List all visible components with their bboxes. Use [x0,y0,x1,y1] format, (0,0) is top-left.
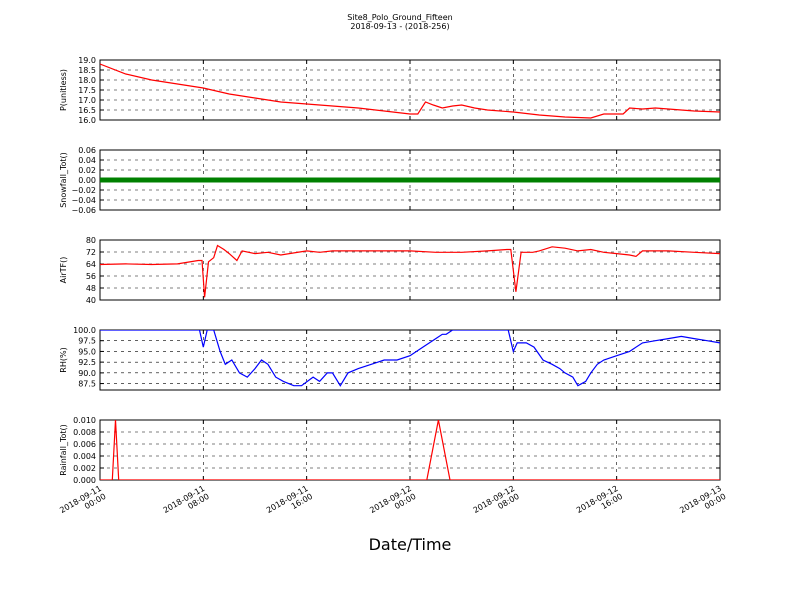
x-tick-label: 2018-09-1100:00 [58,484,107,523]
x-axis-tick-labels: 2018-09-1100:00 2018-09-1108:00 2018-09-11… [58,484,727,523]
y-axis-label: Rainfall_Tot() [59,424,68,476]
y-tick-label: −0.04 [71,196,96,205]
chart-panel-2: −0.06−0.04−0.020.000.020.040.06 Snowfall_… [59,146,721,215]
y-axis-label: P(unitless) [59,69,68,111]
y-tick-label: 64 [86,260,96,269]
y-tick-label: −0.06 [71,206,96,215]
chart-panel-3: 40 48 56 64 72 80 AirTF() [59,236,721,305]
y-tick-label: 80 [86,236,96,245]
y-tick-label: 0.010 [73,416,96,425]
x-tick-label: 2018-09-1108:00 [162,484,211,523]
x-tick-label: 2018-09-1216:00 [575,484,624,523]
y-tick-label: 87.5 [78,380,96,389]
y-tick-label: 16.0 [78,116,96,125]
y-tick-label: 16.5 [78,106,96,115]
series-line [100,63,720,119]
x-tick-label: 2018-09-1208:00 [472,484,521,523]
series-line [100,420,720,480]
y-tick-label: 40 [86,296,96,305]
y-tick-label: 0.00 [78,176,96,185]
x-tick-label: 2018-09-1116:00 [265,484,314,523]
y-tick-label: 97.5 [78,337,96,346]
y-tick-label: 17.5 [78,86,96,95]
y-tick-label: 0.008 [73,428,96,437]
y-tick-label: 0.02 [78,166,96,175]
y-tick-label: 0.000 [73,476,96,485]
y-tick-label: 18.0 [78,76,96,85]
y-axis-label: Snowfall_Tot() [59,152,68,208]
series-line [100,244,720,298]
chart-panel-4: 87.5 90.0 92.5 95.097.5 100.0 RH(%) [59,326,721,391]
chart-panel-1: 16.016.517.017.518.018.519.0 P(unitless) [59,56,721,125]
x-tick-label: 2018-09-1300:00 [678,484,727,523]
y-tick-label: 92.5 [78,358,96,367]
y-axis-label: AirTF() [59,257,68,284]
y-tick-label: 95.0 [78,347,96,356]
y-tick-label: 0.04 [78,156,96,165]
y-axis-label: RH(%) [59,347,68,372]
y-tick-label: 0.004 [73,452,96,461]
y-tick-label: 72 [86,248,96,257]
y-tick-label: 0.006 [73,440,96,449]
y-tick-label: 19.0 [78,56,96,65]
x-axis-label: Date/Time [369,535,452,554]
y-tick-label: 56 [86,272,96,281]
y-tick-label: 100.0 [73,326,96,335]
y-tick-label: 18.5 [78,66,96,75]
x-tick-label: 2018-09-1200:00 [368,484,417,523]
y-tick-label: −0.02 [71,186,96,195]
y-tick-label: 0.06 [78,146,96,155]
series-line [100,330,720,387]
y-tick-label: 90.0 [78,369,96,378]
chart-subtitle: 2018-09-13 - (2018-256) [350,22,449,31]
chart-panel-5: 0.000 0.002 0.004 0.006 0.008 0.010 Rainfall_T… [59,416,721,485]
y-tick-label: 0.002 [73,464,96,473]
y-tick-label: 48 [86,284,96,293]
y-tick-label: 17.0 [78,96,96,105]
chart-title: Site8_Polo_Ground_Fifteen [347,13,452,22]
chart-panels: 16.016.517.017.518.018.519.0 P(unitless) −… [59,56,721,485]
